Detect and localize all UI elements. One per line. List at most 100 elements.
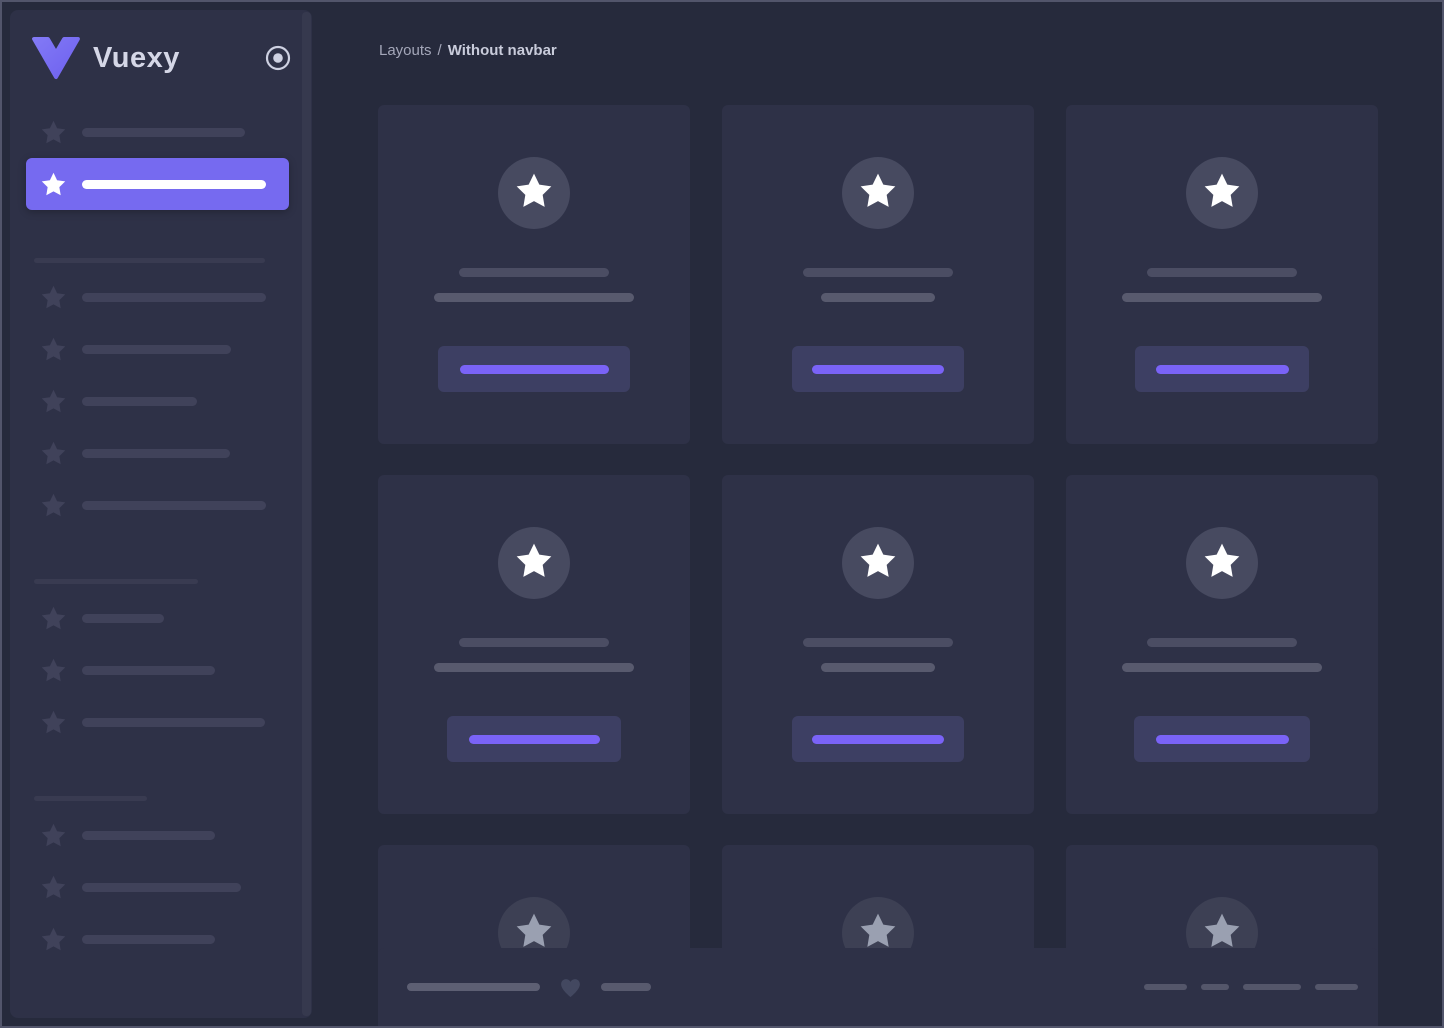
card-button[interactable] — [438, 346, 630, 392]
section-header-bar — [34, 796, 147, 801]
skeleton-bar — [82, 344, 231, 354]
skeleton-line — [434, 663, 634, 672]
star-icon — [1202, 171, 1242, 216]
skeleton-bar — [82, 396, 197, 406]
skeleton-line — [459, 638, 609, 647]
skeleton-bar — [82, 292, 266, 302]
skeleton-line — [1122, 663, 1322, 672]
star-icon — [40, 119, 67, 146]
sidebar: Vuexy — [10, 10, 312, 1018]
star-icon — [514, 541, 554, 586]
sidebar-item[interactable] — [10, 861, 312, 913]
skeleton-line — [1147, 638, 1297, 647]
skeleton-line — [1155, 364, 1289, 374]
sidebar-item[interactable] — [10, 427, 312, 479]
sidebar-menu — [10, 106, 312, 965]
skeleton-line — [1122, 293, 1322, 302]
card-button[interactable] — [792, 346, 964, 392]
card-button[interactable] — [1134, 716, 1310, 762]
skeleton-bar — [82, 830, 215, 840]
star-icon — [858, 171, 898, 216]
sidebar-item[interactable] — [10, 809, 312, 861]
skeleton-bar — [601, 983, 651, 991]
sidebar-item-active[interactable] — [26, 158, 289, 210]
star-icon — [40, 822, 67, 849]
card — [722, 105, 1034, 444]
card-button[interactable] — [792, 716, 964, 762]
card-button[interactable] — [447, 716, 621, 762]
sidebar-item[interactable] — [10, 592, 312, 644]
skeleton-bar — [82, 179, 266, 189]
skeleton-bar — [82, 448, 230, 458]
star-icon — [514, 171, 554, 216]
skeleton-line — [821, 293, 935, 302]
star-icon — [40, 171, 67, 198]
star-icon — [1202, 541, 1242, 586]
sidebar-scrollbar[interactable] — [302, 12, 311, 1016]
sidebar-header: Vuexy — [10, 10, 312, 106]
skeleton-line — [803, 268, 953, 277]
skeleton-line — [1147, 268, 1297, 277]
sidebar-item[interactable] — [10, 913, 312, 965]
skeleton-line — [1155, 734, 1289, 744]
section-header-bar — [34, 258, 265, 263]
skeleton-line — [459, 268, 609, 277]
skeleton-line — [459, 364, 609, 374]
sidebar-item[interactable] — [10, 375, 312, 427]
heart-icon — [557, 975, 584, 1000]
sidebar-item[interactable] — [10, 106, 312, 158]
avatar — [1186, 157, 1258, 229]
star-icon — [40, 874, 67, 901]
card-button[interactable] — [1135, 346, 1309, 392]
sidebar-item[interactable] — [10, 479, 312, 531]
footer-bar — [378, 948, 1378, 1026]
breadcrumb-separator: / — [437, 42, 442, 59]
avatar — [842, 527, 914, 599]
avatar — [498, 157, 570, 229]
vuexy-v-icon — [31, 36, 81, 80]
sidebar-item[interactable] — [10, 323, 312, 375]
skeleton-line — [821, 663, 935, 672]
skeleton-bar — [82, 717, 265, 727]
sidebar-item[interactable] — [10, 644, 312, 696]
star-icon — [40, 492, 67, 519]
star-icon — [40, 926, 67, 953]
skeleton-line — [468, 734, 600, 744]
card — [1066, 105, 1378, 444]
card-grid — [378, 105, 1378, 1026]
avatar — [498, 527, 570, 599]
sidebar-pin-toggle[interactable] — [264, 44, 292, 72]
card — [378, 475, 690, 814]
avatar — [842, 157, 914, 229]
skeleton-bar — [1243, 984, 1301, 990]
breadcrumb: Layouts / Without navbar — [379, 42, 557, 59]
radio-dot-icon — [264, 44, 292, 72]
skeleton-line — [812, 364, 944, 374]
card — [722, 475, 1034, 814]
card — [1066, 475, 1378, 814]
app-title: Vuexy — [93, 41, 180, 74]
breadcrumb-section[interactable]: Layouts — [379, 42, 432, 59]
footer-links — [1144, 984, 1358, 990]
star-icon — [514, 911, 554, 956]
skeleton-bar — [82, 882, 241, 892]
star-icon — [40, 657, 67, 684]
section-header-bar — [34, 579, 198, 584]
star-icon — [858, 911, 898, 956]
skeleton-bar — [1144, 984, 1187, 990]
sidebar-item[interactable] — [10, 271, 312, 323]
skeleton-line — [812, 734, 944, 744]
star-icon — [40, 336, 67, 363]
sidebar-item[interactable] — [10, 696, 312, 748]
skeleton-bar — [82, 665, 215, 675]
skeleton-bar — [82, 934, 215, 944]
breadcrumb-page: Without navbar — [447, 42, 557, 59]
star-icon — [40, 709, 67, 736]
skeleton-bar — [1201, 984, 1229, 990]
skeleton-bar — [82, 127, 245, 137]
skeleton-bar — [82, 613, 164, 623]
skeleton-bar — [82, 500, 266, 510]
skeleton-line — [434, 293, 634, 302]
card — [378, 105, 690, 444]
skeleton-bar — [407, 983, 540, 991]
